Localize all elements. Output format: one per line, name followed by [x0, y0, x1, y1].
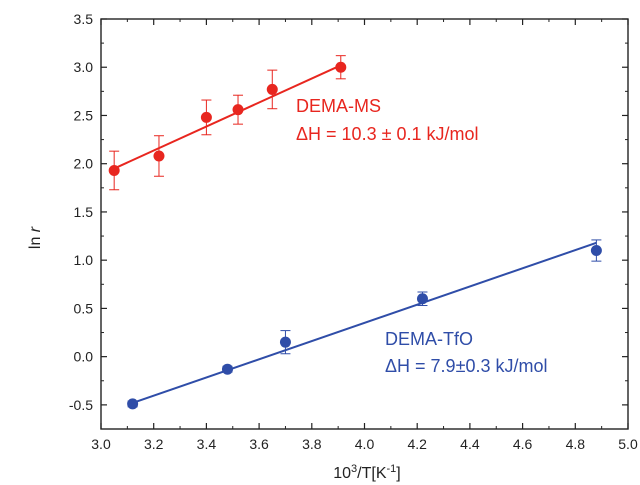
- x-tick-label: 5.0: [618, 436, 638, 452]
- y-tick-label: 3.5: [74, 11, 94, 27]
- y-tick-label: 1.5: [74, 204, 94, 220]
- marker: [200, 111, 212, 123]
- data-point-dema-tfo: [416, 291, 428, 307]
- x-tick-label: 4.2: [407, 436, 427, 452]
- series-label-dema-tfo: DEMA-TfO: [385, 329, 473, 349]
- data-point-dema-ms: [200, 99, 212, 136]
- enthalpy-label-dema-ms: ΔH = 10.3 ± 0.1 kJ/mol: [296, 124, 479, 144]
- x-tick-label: 3.6: [249, 436, 269, 452]
- x-tick-label: 4.4: [460, 436, 480, 452]
- series-label-dema-ms: DEMA-MS: [296, 96, 381, 116]
- marker: [416, 293, 428, 305]
- y-tick-label: 3.0: [74, 59, 94, 75]
- marker: [279, 336, 291, 348]
- x-axis-label: 103/T[K-1]: [333, 463, 401, 482]
- x-tick-label: 3.2: [144, 436, 164, 452]
- data-point-dema-ms: [266, 69, 278, 110]
- marker: [266, 83, 278, 95]
- fit-line-dema-ms: [113, 64, 342, 170]
- x-tick-label: 4.0: [355, 436, 375, 452]
- data-point-dema-ms: [335, 55, 347, 80]
- data-point-dema-ms: [232, 94, 244, 125]
- y-tick-label: 0.0: [74, 349, 94, 365]
- data-point-dema-tfo: [221, 363, 233, 375]
- data-point-dema-ms: [153, 135, 165, 177]
- data-point-dema-ms: [108, 150, 120, 191]
- y-tick-label: 1.0: [74, 252, 94, 268]
- marker: [108, 164, 120, 176]
- marker: [590, 245, 602, 257]
- data-point-dema-tfo: [279, 330, 291, 355]
- marker: [232, 104, 244, 116]
- annotation-dema-ms: DEMA-MS ΔH = 10.3 ± 0.1 kJ/mol: [296, 96, 479, 144]
- data-point-dema-tfo: [590, 239, 602, 262]
- marker: [153, 150, 165, 162]
- marker: [335, 61, 347, 73]
- marker: [127, 398, 139, 410]
- marker: [221, 363, 233, 375]
- x-tick-label: 4.6: [513, 436, 533, 452]
- y-tick-label: 2.0: [74, 156, 94, 172]
- y-tick-label: 0.5: [74, 300, 94, 316]
- x-tick-label: 3.4: [197, 436, 217, 452]
- enthalpy-label-dema-tfo: ΔH = 7.9±0.3 kJ/mol: [385, 356, 547, 376]
- fit-line-dema-tfo: [132, 241, 597, 404]
- x-tick-label: 4.8: [566, 436, 586, 452]
- y-tick-label: -0.5: [69, 397, 93, 413]
- axes: 3.0 3.2 3.4 3.6 3.8 4.0 4.2 4.4 4.6 4.8 5.0 -0.5 0.0…: [69, 11, 638, 452]
- x-tick-label: 3.8: [302, 436, 322, 452]
- annotation-dema-tfo: DEMA-TfO ΔH = 7.9±0.3 kJ/mol: [385, 329, 547, 376]
- data-points: [108, 55, 602, 410]
- y-axis-label: ln r: [27, 226, 44, 249]
- plot-frame: [100, 18, 629, 430]
- y-tick-label: 2.5: [74, 107, 94, 123]
- data-point-dema-tfo: [127, 398, 139, 410]
- fit-lines: [113, 64, 597, 404]
- x-tick-label: 3.0: [91, 436, 111, 452]
